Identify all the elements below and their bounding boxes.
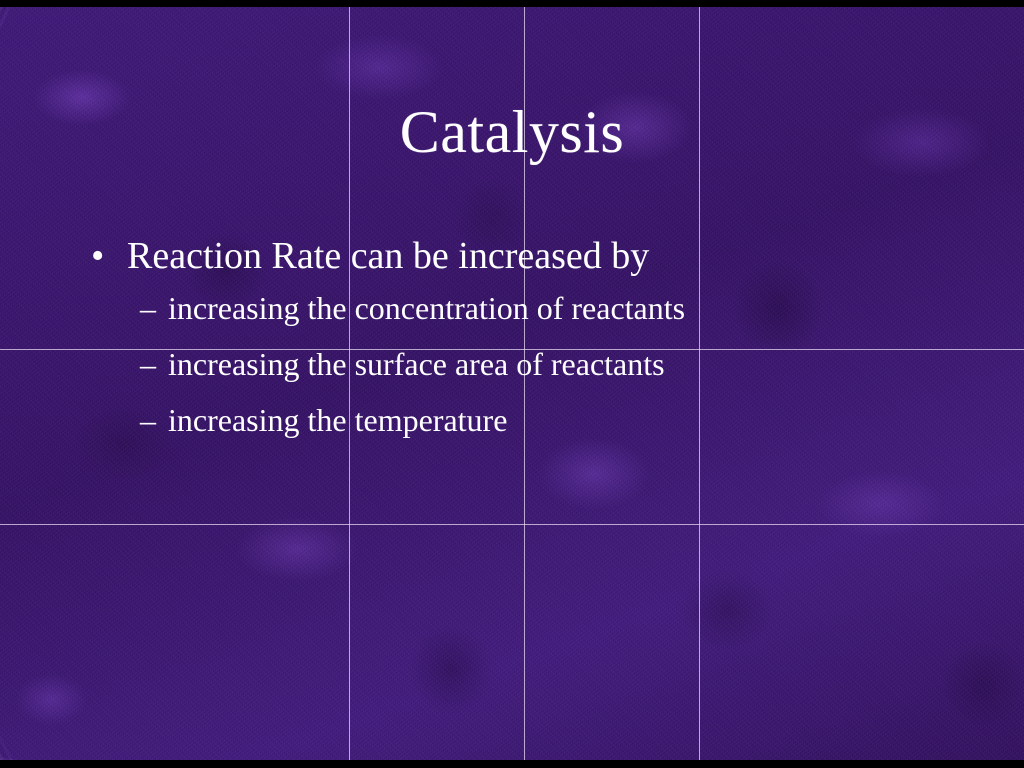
bullet-dash-icon: – (140, 290, 156, 326)
bullet-item-level2: – increasing the surface area of reactan… (0, 336, 1024, 392)
bullet-item-level2: – increasing the concentration of reacta… (0, 280, 1024, 336)
bullet-text: increasing the surface area of reactants (168, 346, 665, 382)
bullet-text: increasing the temperature (168, 402, 508, 438)
bullet-text: increasing the concentration of reactant… (168, 290, 686, 326)
slide-background-texture (0, 7, 1024, 760)
slide-title: Catalysis (399, 99, 625, 165)
bullet-item-level1: • Reaction Rate can be increased by (0, 232, 1024, 280)
bullet-text: Reaction Rate can be increased by (127, 235, 650, 277)
slide-body: • Reaction Rate can be increased by – in… (0, 232, 1024, 448)
bullet-dot-icon: • (91, 235, 105, 277)
letterbox-band-top (0, 0, 1024, 7)
bullet-dash-icon: – (140, 346, 156, 382)
bullet-dash-icon: – (140, 402, 156, 438)
letterbox-band-bottom (0, 760, 1024, 768)
bullet-item-level2: – increasing the temperature (0, 392, 1024, 448)
